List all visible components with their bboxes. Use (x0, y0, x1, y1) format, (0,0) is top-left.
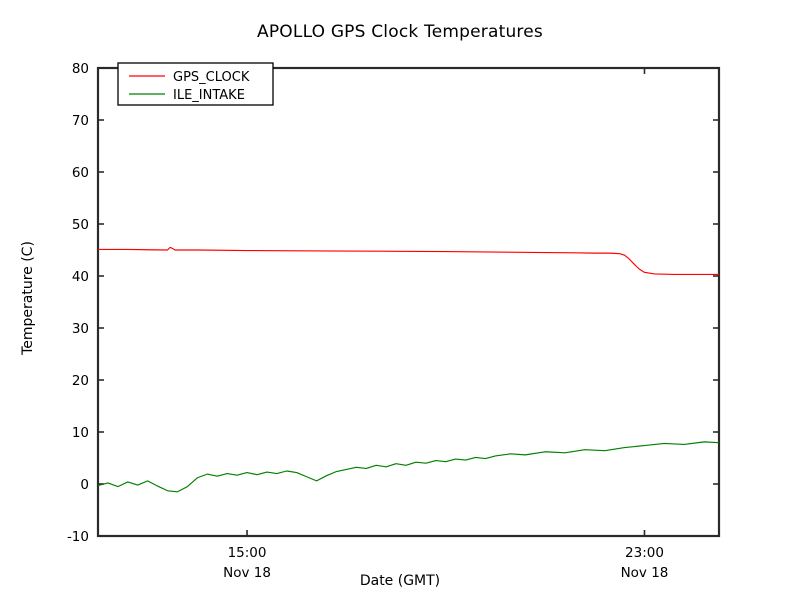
y-tick-label: -10 (67, 529, 89, 545)
legend-label-ile_intake: ILE_INTAKE (173, 88, 245, 103)
x-axis-label: Date (GMT) (359, 573, 441, 589)
legend: GPS_CLOCK ILE_INTAKE (117, 62, 274, 106)
series-line-gps_clock (98, 246, 719, 276)
y-tick-label: 50 (72, 217, 89, 233)
y-tick-label: 70 (72, 113, 89, 129)
x-tick-date-label: Nov 18 (621, 565, 669, 581)
y-tick-label: 10 (72, 425, 89, 441)
x-tick-date-label: Nov 18 (223, 565, 271, 581)
x-tick-time-label: 23:00 (625, 545, 664, 561)
legend-label-gps_clock: GPS_CLOCK (173, 70, 250, 85)
series-lines (98, 246, 719, 493)
y-tick-label: 80 (72, 61, 89, 77)
series-line-ile_intake (98, 441, 719, 493)
y-tick-label: 40 (72, 269, 89, 285)
axes-frame (96, 66, 721, 538)
chart-title: APOLLO GPS Clock Temperatures (257, 22, 543, 42)
y-axis-ticks: -10 0 10 20 30 40 50 60 70 80 (67, 61, 719, 545)
y-tick-label: 60 (72, 165, 89, 181)
y-tick-label: 0 (80, 477, 89, 493)
y-tick-label: 20 (72, 373, 89, 389)
x-tick-time-label: 15:00 (228, 545, 267, 561)
y-tick-label: 30 (72, 321, 89, 337)
